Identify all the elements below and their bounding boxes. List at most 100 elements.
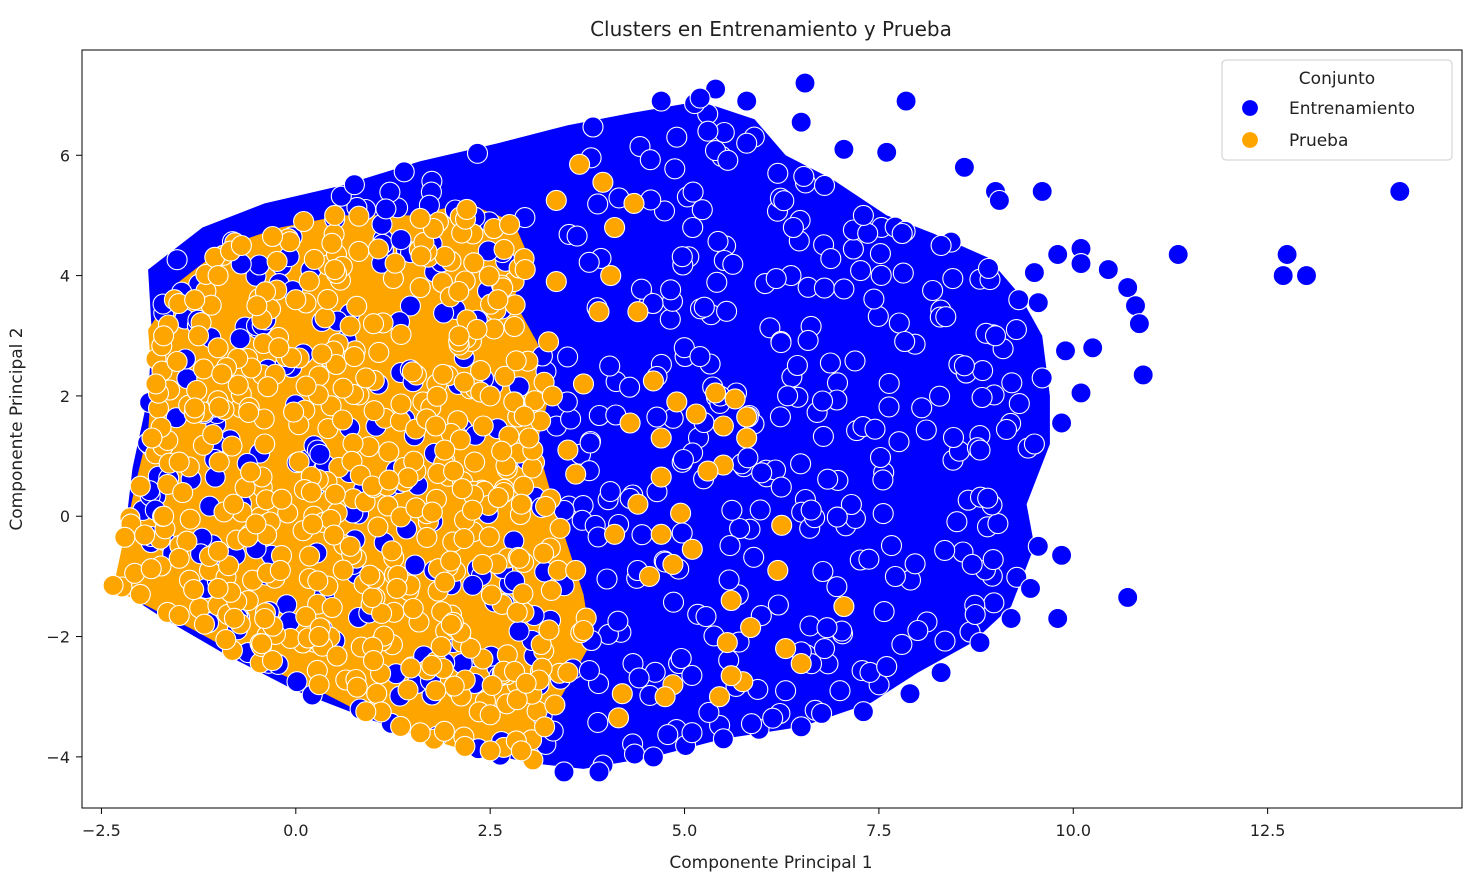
prueba-point (311, 343, 333, 365)
prueba-point (145, 373, 167, 395)
prueba-point (470, 360, 492, 382)
prueba-point (314, 307, 336, 329)
entrenamiento-point (736, 90, 758, 112)
entrenamiento-point (782, 216, 804, 239)
entrenamiento-point (695, 606, 717, 628)
prueba-point (494, 365, 516, 387)
entrenamiento-point (729, 517, 751, 540)
prueba-point (434, 245, 456, 267)
entrenamiento-point (833, 278, 855, 300)
prueba-point (261, 225, 284, 248)
prueba-point (512, 583, 534, 605)
entrenamiento-point (587, 711, 609, 733)
entrenamiento-point (1005, 319, 1027, 341)
prueba-point (361, 587, 383, 609)
prueba-point (506, 601, 528, 623)
entrenamiento-point (971, 386, 993, 409)
entrenamiento-point (790, 716, 812, 738)
entrenamiento-point (508, 620, 530, 642)
entrenamiento-point (770, 332, 792, 354)
entrenamiento-point (891, 633, 913, 655)
prueba-point (208, 451, 230, 473)
entrenamiento-point (904, 553, 926, 575)
entrenamiento-point (1051, 544, 1073, 566)
prueba-point (572, 619, 595, 642)
entrenamiento-point (942, 426, 965, 449)
prueba-point (141, 427, 163, 449)
entrenamiento-point (929, 385, 951, 407)
prueba-point (487, 486, 509, 509)
prueba-point (557, 439, 579, 461)
entrenamiento-point (399, 295, 421, 317)
prueba-point (208, 396, 230, 418)
entrenamiento-point (953, 355, 975, 377)
prueba-point (325, 353, 347, 376)
entrenamiento-point (964, 603, 986, 626)
entrenamiento-point (934, 539, 956, 561)
entrenamiento-point (769, 406, 791, 428)
prueba-point (324, 204, 346, 226)
prueba-point (705, 382, 727, 404)
entrenamiento-point (393, 161, 415, 183)
prueba-point (409, 722, 431, 744)
prueba-point (506, 689, 528, 711)
entrenamiento-point (857, 222, 879, 244)
entrenamiento-point (1023, 433, 1045, 455)
prueba-point (346, 676, 368, 698)
prueba-point (708, 686, 731, 708)
entrenamiento-point (833, 138, 855, 160)
prueba-point (537, 331, 560, 353)
entrenamiento-point (1124, 295, 1147, 317)
prueba-point (572, 373, 595, 395)
entrenamiento-point (988, 189, 1010, 211)
entrenamiento-point (672, 448, 694, 471)
legend-marker-entrenamiento (1240, 98, 1260, 118)
entrenamiento-point (1128, 313, 1150, 335)
prueba-point (662, 553, 684, 575)
prueba-point (491, 440, 513, 462)
entrenamiento-point (743, 546, 765, 568)
entrenamiento-point (718, 569, 740, 591)
prueba-point (367, 516, 389, 538)
entrenamiento-point (864, 418, 886, 440)
prueba-point (588, 301, 610, 323)
prueba-point (308, 674, 330, 696)
prueba-point (425, 680, 447, 702)
entrenamiento-point (983, 592, 1005, 614)
entrenamiento-point (800, 499, 822, 521)
prueba-point (461, 499, 484, 521)
prueba-point (298, 270, 320, 292)
entrenamiento-point (777, 385, 799, 407)
entrenamiento-point (1047, 243, 1069, 266)
x-tick-label: 0.0 (283, 821, 308, 840)
prueba-point (323, 524, 345, 546)
entrenamiento-point (773, 190, 795, 212)
prueba-point (211, 363, 233, 385)
prueba-point (409, 207, 431, 229)
entrenamiento-point (248, 254, 270, 276)
prueba-point (736, 427, 758, 449)
entrenamiento-point (671, 246, 693, 268)
y-tick-label: 4 (60, 267, 70, 286)
prueba-point (478, 265, 500, 287)
prueba-point (321, 232, 343, 254)
entrenamiento-point (969, 439, 991, 461)
entrenamiento-point (826, 506, 848, 528)
prueba-point (642, 370, 664, 392)
entrenamiento-point (670, 647, 692, 670)
entrenamiento-point (1001, 372, 1023, 394)
prueba-point (238, 401, 260, 423)
entrenamiento-point (995, 418, 1018, 440)
entrenamiento-point (915, 419, 937, 441)
x-tick-label: 10.0 (1055, 821, 1091, 840)
entrenamiento-point (869, 243, 891, 265)
entrenamiento-point (911, 397, 933, 419)
prueba-point (456, 198, 478, 220)
prueba-point (342, 432, 364, 454)
entrenamiento-point (1006, 566, 1028, 588)
prueba-point (549, 517, 571, 539)
entrenamiento-point (462, 574, 484, 596)
prueba-point (515, 672, 537, 694)
prueba-point (271, 488, 293, 510)
prueba-point (650, 427, 672, 449)
